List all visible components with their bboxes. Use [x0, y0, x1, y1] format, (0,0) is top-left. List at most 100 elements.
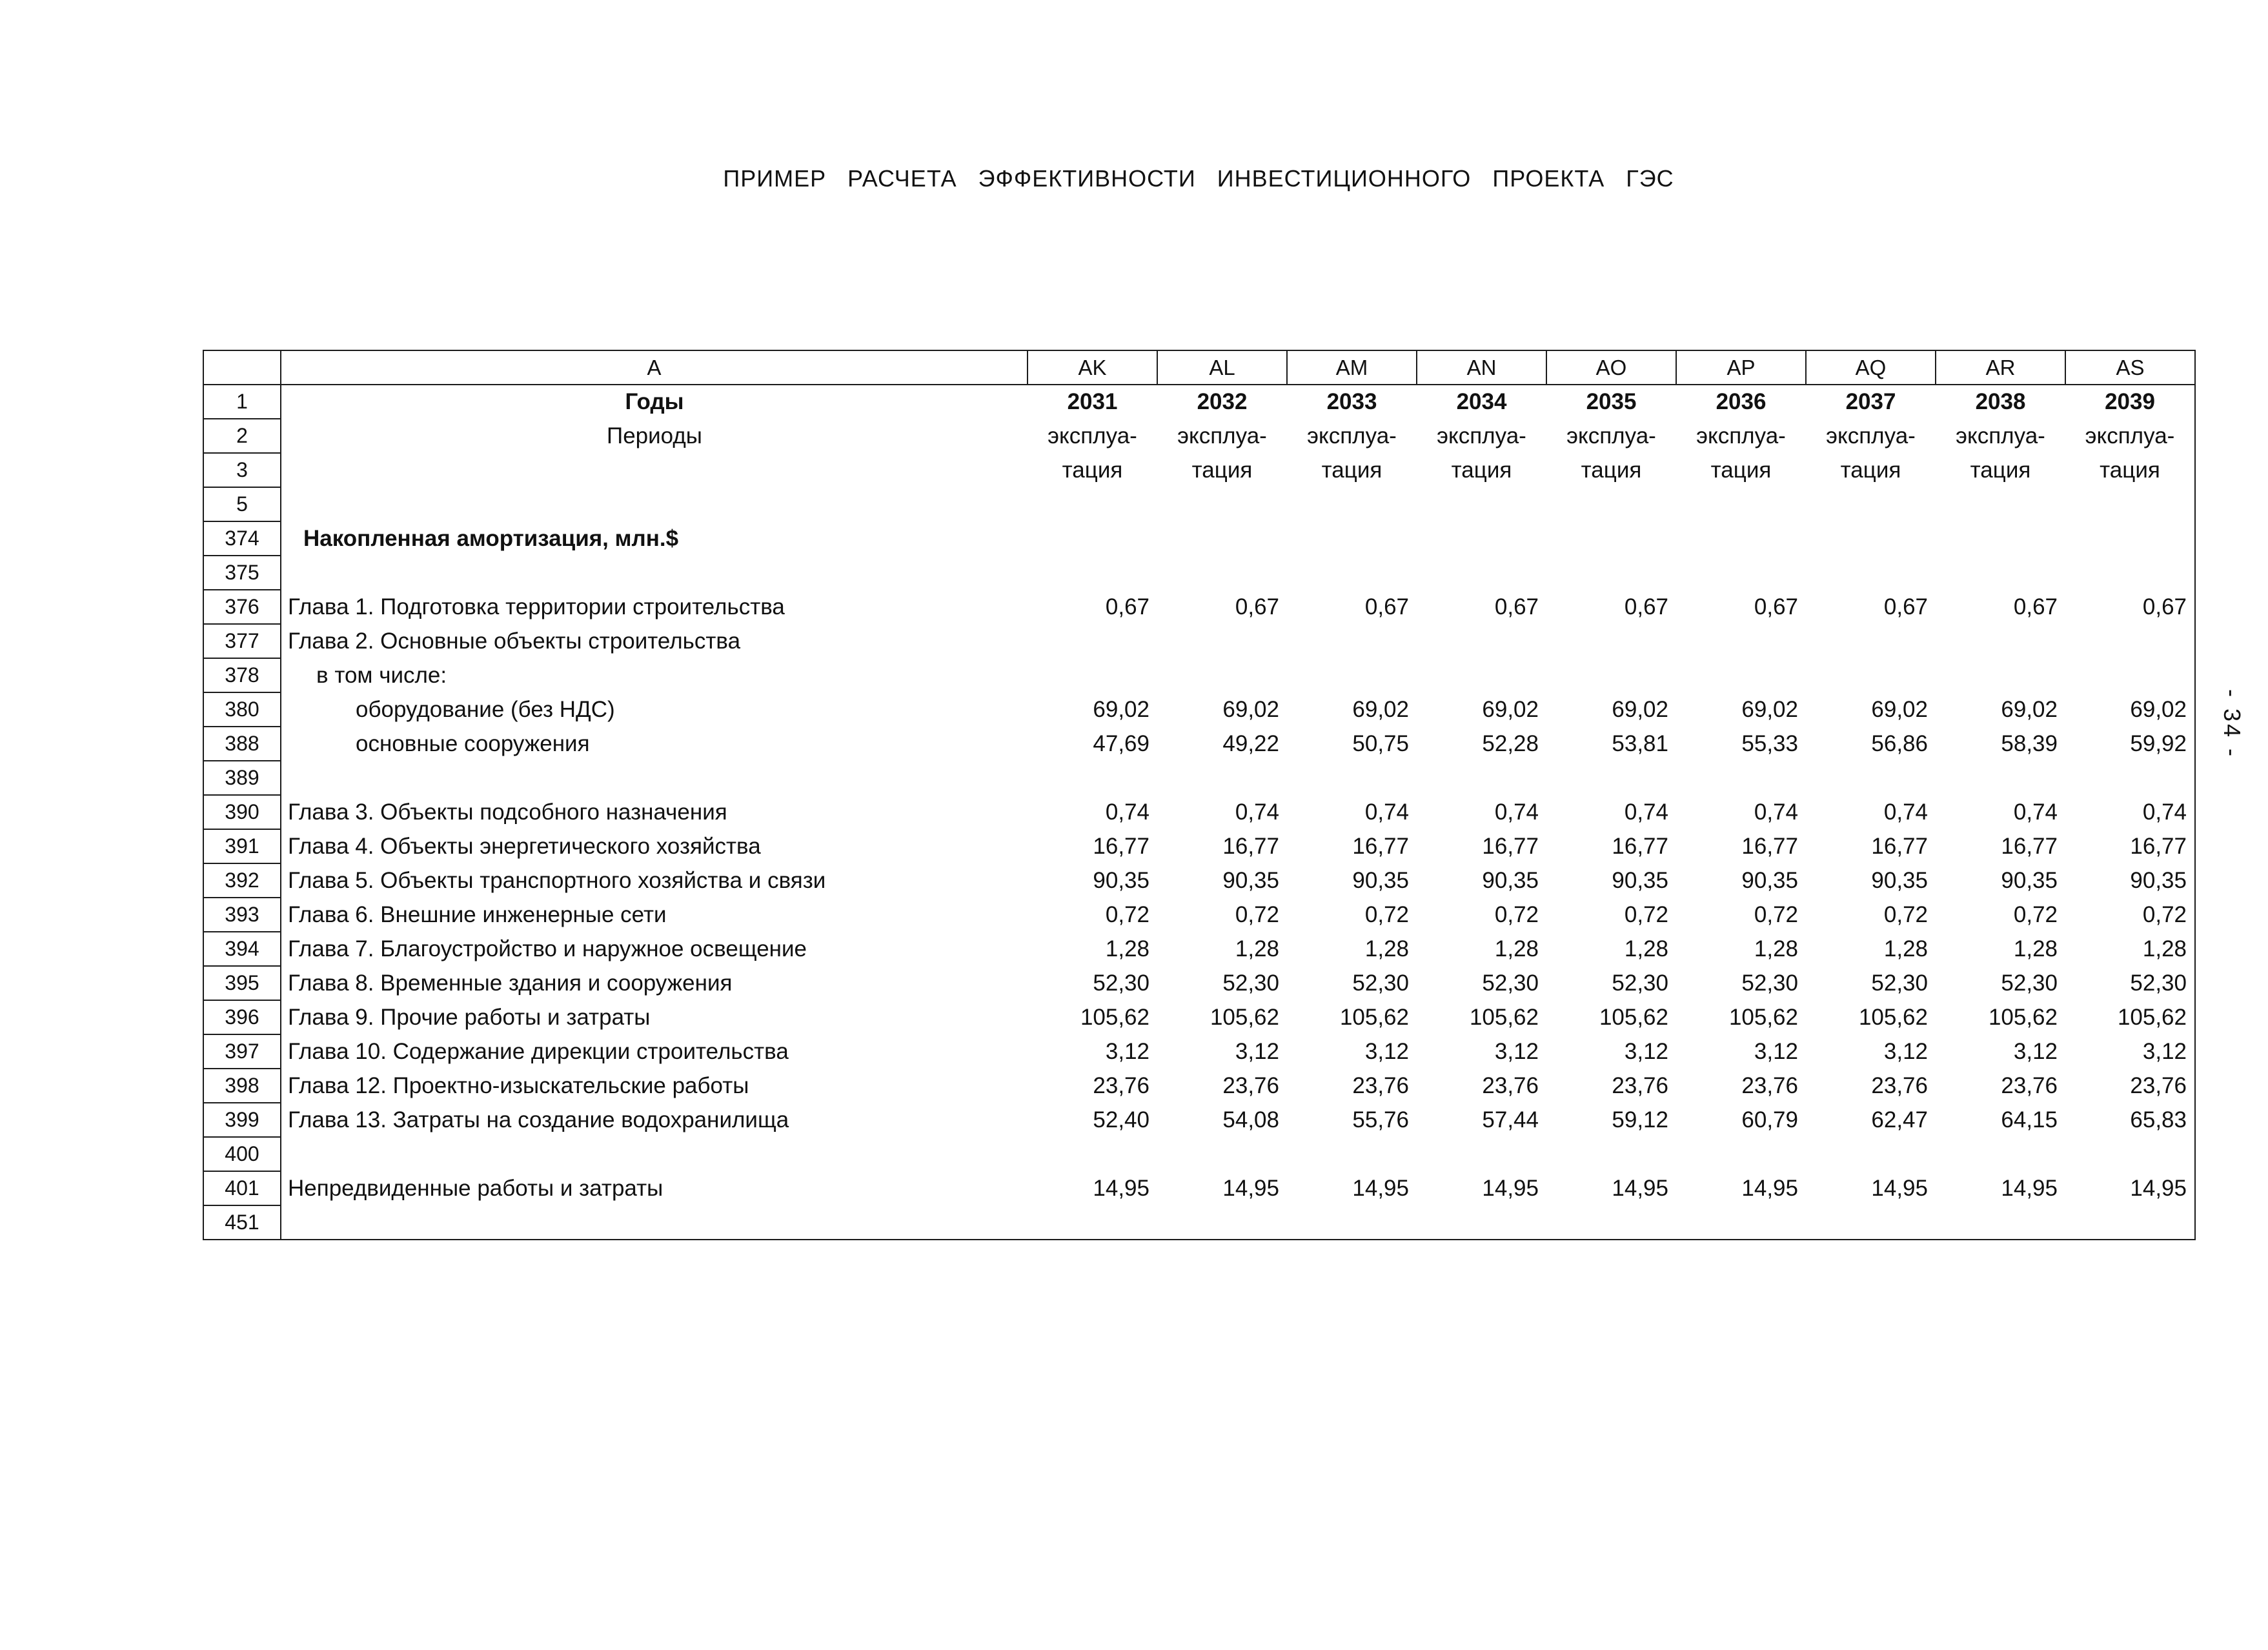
value-cell: 23,76	[1741, 1072, 1798, 1098]
row-label-cell: Глава 13. Затраты на создание водохранил…	[280, 1103, 1028, 1137]
value-cell: 64,15	[2001, 1107, 2058, 1132]
table-row-1: 1 Годы 2031 2032 2033 2034 2035 2036 2037 2038 203…	[203, 384, 2196, 419]
column-letter-ak: AK	[1027, 350, 1158, 385]
spreadsheet-table-container: A AK AL AM AN AO AP AQ AR AS 1 Годы 2031 2032 2033 203…	[203, 350, 2196, 1240]
value-cell: 69,02	[2001, 696, 2058, 722]
value-cell: 16,77	[2001, 833, 2058, 859]
row-number-cell: 378	[203, 658, 281, 693]
value-cell	[1287, 487, 1417, 521]
row-number-cell: 401	[203, 1171, 281, 1206]
row-number-cell: 392	[203, 863, 281, 898]
spreadsheet-table: A AK AL AM AN AO AP AQ AR AS 1 Годы 2031 2032 2033 203…	[203, 350, 2196, 1240]
row-label-cell: Глава 10. Содержание дирекции строительс…	[280, 1034, 1028, 1069]
value-cell	[1936, 1205, 2065, 1240]
value-cell: 16,77	[1352, 833, 1409, 859]
value-cell: 54,08	[1222, 1107, 1279, 1132]
value-cell: 14,95	[2001, 1175, 2058, 1201]
value-cell: 52,30	[1352, 970, 1409, 996]
value-cell	[1676, 624, 1806, 658]
value-cell	[1546, 521, 1676, 556]
row-label-cell: Глава 12. Проектно-изыскательские работы	[280, 1069, 1028, 1103]
row-number-cell: 396	[203, 1000, 281, 1035]
value-cell: 3,12	[2065, 1034, 2196, 1069]
value-cell	[1676, 1205, 1806, 1240]
value-cell: 1,28	[1883, 936, 1928, 961]
value-cell: 1,28	[1364, 936, 1409, 961]
row-label-cell	[280, 1205, 1028, 1240]
value-cell: 23,76	[1612, 1072, 1668, 1098]
row-number-cell: 394	[203, 931, 281, 967]
value-cell: 0,67	[1105, 594, 1149, 619]
row-number-cell: 374	[203, 521, 281, 556]
value-cell: 0,72	[1235, 901, 1279, 927]
table-row-376: 376 Глава 1. Подготовка территории строит…	[203, 589, 2196, 625]
value-cell: 23,76	[1093, 1072, 1149, 1098]
row-label-cell: Глава 9. Прочие работы и затраты	[280, 1000, 1028, 1034]
value-cell: 65,83	[2065, 1103, 2196, 1137]
value-cell	[1806, 1137, 1936, 1171]
value-cell	[1287, 556, 1417, 590]
value-cell: 2038	[1975, 389, 2026, 414]
row-label-cell: Периоды	[280, 419, 1028, 453]
value-cell	[1287, 1137, 1417, 1171]
value-cell: 3,12	[1624, 1038, 1668, 1064]
value-cell: 1,28	[1105, 936, 1149, 961]
row-label-cell: Глава 1. Подготовка территории строитель…	[280, 590, 1028, 624]
table-row-374: 374 Накопленная амортизация, млн.$	[203, 521, 2196, 556]
row-number-cell: 3	[203, 452, 281, 488]
value-cell: 55,33	[1741, 730, 1798, 756]
value-cell	[1546, 1205, 1676, 1240]
value-cell	[2065, 1137, 2196, 1171]
value-cell: 0,74	[1494, 799, 1539, 825]
value-cell: 14,95	[1352, 1175, 1409, 1201]
row-number-cell: 389	[203, 760, 281, 796]
row-number-cell: 391	[203, 829, 281, 864]
value-cell: эксплуа-	[1566, 423, 1656, 448]
row-number-cell: 399	[203, 1102, 281, 1138]
value-cell	[2065, 487, 2196, 521]
value-cell	[1417, 624, 1546, 658]
column-letter-an: AN	[1416, 350, 1547, 385]
value-cell: 3,12	[1105, 1038, 1149, 1064]
value-cell	[1936, 556, 2065, 590]
row-number-cell: 400	[203, 1136, 281, 1172]
value-cell	[1936, 624, 2065, 658]
value-cell: 0,72	[2013, 901, 2058, 927]
value-cell	[1287, 624, 1417, 658]
value-cell	[1157, 761, 1287, 795]
table-row-393: 393 Глава 6. Внешние инженерные сети 0,72 0…	[203, 897, 2196, 932]
value-cell	[2065, 761, 2196, 795]
value-cell: 14,95	[2065, 1171, 2196, 1205]
value-cell	[1417, 487, 1546, 521]
table-row-399: 399 Глава 13. Затраты на создание водохра…	[203, 1102, 2196, 1138]
value-cell	[1028, 521, 1157, 556]
value-cell: 16,77	[1612, 833, 1668, 859]
value-cell: 16,77	[1222, 833, 1279, 859]
row-label-cell	[280, 761, 1028, 795]
value-cell: 0,67	[1624, 594, 1668, 619]
value-cell	[1028, 1205, 1157, 1240]
value-cell: 2032	[1197, 389, 1248, 414]
table-row-375: 375	[203, 555, 2196, 590]
value-cell: тация	[1710, 457, 1772, 483]
value-cell	[1546, 556, 1676, 590]
value-cell: 57,44	[1482, 1107, 1539, 1132]
column-letter-ao: AO	[1546, 350, 1677, 385]
value-cell: 0,72	[2065, 898, 2196, 932]
value-cell: 0,67	[2013, 594, 2058, 619]
value-cell: эксплуа-	[1307, 423, 1397, 448]
value-cell: 105,62	[1339, 1004, 1409, 1030]
value-cell: тация	[1321, 457, 1382, 483]
value-cell: 2035	[1586, 389, 1637, 414]
value-cell: 69,02	[1222, 696, 1279, 722]
value-cell	[1028, 1137, 1157, 1171]
value-cell	[1417, 521, 1546, 556]
value-cell: 1,28	[1235, 936, 1279, 961]
value-cell	[2065, 521, 2196, 556]
value-cell: 90,35	[1093, 867, 1149, 893]
row-label-cell: Накопленная амортизация, млн.$	[280, 521, 1028, 556]
column-letter-ar: AR	[1935, 350, 2066, 385]
row-number-cell: 390	[203, 794, 281, 830]
row-label-cell: Глава 5. Объекты транспортного хозяйства…	[280, 863, 1028, 898]
row-label-cell: Непредвиденные работы и затраты	[280, 1171, 1028, 1205]
